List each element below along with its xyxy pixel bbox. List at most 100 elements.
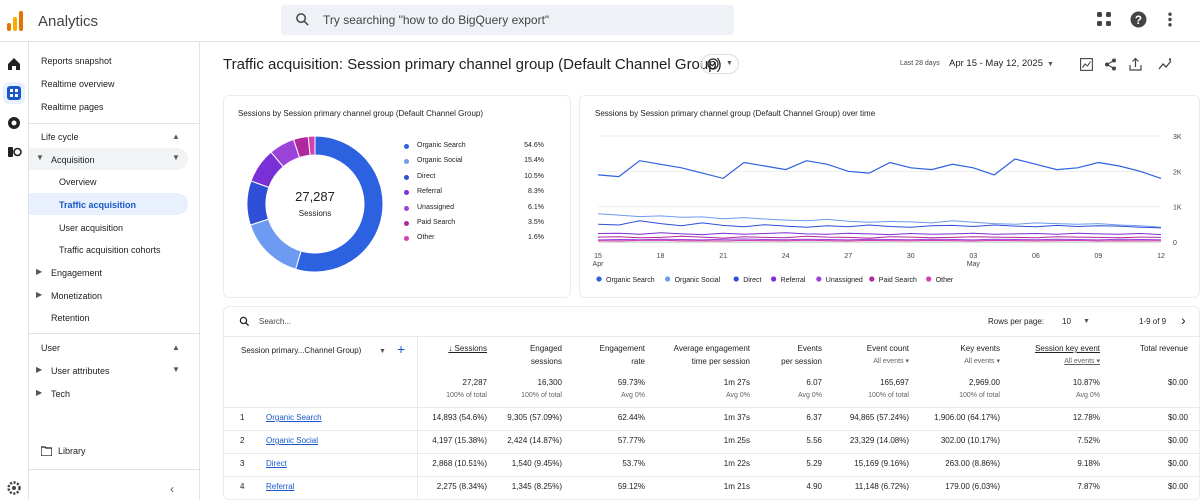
donut-legend-item[interactable]: Direct 10.5% <box>404 172 544 184</box>
table-col-divider <box>417 337 418 500</box>
nav-user-header[interactable]: User <box>41 343 61 353</box>
nav-engagement[interactable]: Engagement <box>51 268 103 278</box>
chevron-down-icon[interactable]: ▼ <box>1047 61 1054 68</box>
row-channel-link[interactable]: Referral <box>266 482 295 491</box>
chevron-right-icon[interactable]: ▶ <box>36 388 43 397</box>
share-icon[interactable] <box>1104 58 1117 71</box>
nav-realtime-overview[interactable]: Realtime overview <box>41 79 115 89</box>
donut-legend-item[interactable]: Paid Search 3.5% <box>404 218 544 230</box>
search-input[interactable]: Try searching "how to do BigQuery export… <box>323 13 550 27</box>
row-channel-link[interactable]: Organic Search <box>266 413 322 422</box>
column-total-sub: 100% of total <box>446 392 487 399</box>
donut-slice-0[interactable] <box>294 135 384 273</box>
column-total-sub: 100% of total <box>959 392 1000 399</box>
column-header[interactable]: Engaged sessions <box>529 344 562 366</box>
column-header[interactable]: ↓ Sessions <box>448 344 487 353</box>
row-channel-link[interactable]: Organic Social <box>266 436 319 445</box>
column-total-sub: Avg 0% <box>621 392 645 399</box>
nav-realtime-pages[interactable]: Realtime pages <box>41 102 104 112</box>
table-cell: 94,865 (57.24%) <box>849 413 909 422</box>
chevron-up-icon[interactable]: ▲ <box>172 132 180 141</box>
nav-user-acquisition[interactable]: User acquisition <box>59 223 124 233</box>
dimension-header[interactable]: Session primary...Channel Group) <box>241 346 362 355</box>
help-icon[interactable]: ? <box>1130 11 1147 28</box>
donut-legend-item[interactable]: Organic Search 54.6% <box>404 141 544 153</box>
analytics-logo-icon[interactable] <box>7 11 25 31</box>
line-legend-item[interactable]: Other <box>936 277 954 284</box>
table-search-input[interactable]: Search... <box>259 317 292 326</box>
apps-grid-icon[interactable] <box>1096 11 1112 27</box>
y-tick-label: 3K <box>1173 134 1182 141</box>
nav-reports-snapshot[interactable]: Reports snapshot <box>41 56 112 66</box>
nav-tech[interactable]: Tech <box>51 389 71 399</box>
nav-acquisition[interactable]: Acquisition <box>51 155 95 165</box>
column-subheader[interactable]: All events ▾ <box>964 358 1000 365</box>
nav-lifecycle-header[interactable]: Life cycle <box>41 132 79 142</box>
line-legend-item[interactable]: Unassigned <box>826 277 863 284</box>
nav-divider <box>29 469 200 470</box>
chevron-down-icon[interactable]: ▼ <box>172 365 180 374</box>
chevron-up-icon[interactable]: ▲ <box>172 343 180 352</box>
donut-card-title: Sessions by Session primary channel grou… <box>238 109 484 118</box>
donut-legend-item[interactable]: Organic Social 15.4% <box>404 156 544 168</box>
nav-monetization[interactable]: Monetization <box>51 291 103 301</box>
nav-retention[interactable]: Retention <box>51 313 90 323</box>
insights-icon[interactable] <box>1158 58 1172 71</box>
donut-legend-item[interactable]: Referral 8.3% <box>404 187 544 199</box>
column-header[interactable]: Total revenue <box>1139 344 1188 353</box>
search-bar[interactable]: Try searching "how to do BigQuery export… <box>281 5 734 35</box>
explore-icon[interactable] <box>6 115 22 131</box>
column-header[interactable]: Key events All events ▾ <box>960 342 1000 368</box>
chevron-down-icon[interactable]: ▼ <box>1083 318 1090 325</box>
line-legend-item[interactable]: Referral <box>781 277 806 284</box>
legend-dot <box>404 159 409 165</box>
row-divider <box>223 476 1200 477</box>
donut-slice-1[interactable] <box>249 218 302 270</box>
column-header[interactable]: Engagement rate <box>599 344 645 366</box>
chevron-right-icon[interactable]: ▶ <box>36 365 43 374</box>
rows-per-page-select[interactable]: 10 <box>1062 317 1071 326</box>
column-header[interactable]: Average engagement time per session <box>673 344 750 366</box>
line-legend-item[interactable]: Organic Search <box>606 277 655 284</box>
admin-gear-icon[interactable] <box>6 480 22 496</box>
chevron-down-icon[interactable]: ▼ <box>172 153 180 162</box>
home-icon[interactable] <box>6 56 22 72</box>
column-total: 16,300 <box>537 378 562 387</box>
advertising-icon[interactable] <box>6 144 22 160</box>
date-range-picker[interactable]: Apr 15 - May 12, 2025 <box>949 58 1043 69</box>
export-icon[interactable] <box>1129 57 1142 71</box>
donut-legend-item[interactable]: Unassigned 6.1% <box>404 203 544 215</box>
column-header[interactable]: Events per session <box>781 344 822 366</box>
nav-traffic-cohorts[interactable]: Traffic acquisition cohorts <box>59 245 161 255</box>
search-icon <box>239 316 250 327</box>
customize-chart-icon[interactable] <box>1080 58 1093 71</box>
donut-slice-2[interactable] <box>246 180 270 226</box>
nav-user-attributes[interactable]: User attributes <box>51 366 110 376</box>
line-legend-item[interactable]: Direct <box>743 277 761 284</box>
chevron-right-icon[interactable]: ▶ <box>36 290 43 299</box>
column-subheader[interactable]: All events ▾ <box>873 358 909 365</box>
line-legend-item[interactable]: Paid Search <box>879 277 917 284</box>
donut-legend-item[interactable]: Other 1.6% <box>404 233 544 245</box>
next-page-icon[interactable]: › <box>1181 312 1186 328</box>
line-legend-item[interactable]: Organic Social <box>675 277 721 284</box>
add-dimension-button[interactable]: + <box>397 341 406 357</box>
reports-icon[interactable] <box>6 85 22 101</box>
nav-overview[interactable]: Overview <box>59 177 97 187</box>
column-subheader[interactable]: All events ▾ <box>1064 358 1100 365</box>
donut-slice-6[interactable] <box>307 135 316 156</box>
chevron-down-icon[interactable]: ▼ <box>379 348 386 355</box>
collapse-nav-icon[interactable]: ‹ <box>170 482 174 496</box>
legend-name: Referral <box>417 188 442 196</box>
column-header[interactable]: Session key event All events ▾ <box>1035 342 1100 368</box>
chevron-right-icon[interactable]: ▶ <box>36 267 43 276</box>
table-cell: 4,197 (15.38%) <box>432 436 487 445</box>
chevron-down-icon[interactable]: ▼ <box>36 153 44 162</box>
nav-library[interactable]: Library <box>58 446 86 456</box>
column-header[interactable]: Event count All events ▾ <box>867 342 909 368</box>
legend-dot <box>404 190 409 196</box>
row-channel-link[interactable]: Direct <box>266 459 287 468</box>
more-vert-icon[interactable] <box>1165 11 1175 28</box>
nav-traffic-acquisition[interactable]: Traffic acquisition <box>59 200 137 210</box>
title-status-button[interactable]: ▼ <box>701 54 739 74</box>
